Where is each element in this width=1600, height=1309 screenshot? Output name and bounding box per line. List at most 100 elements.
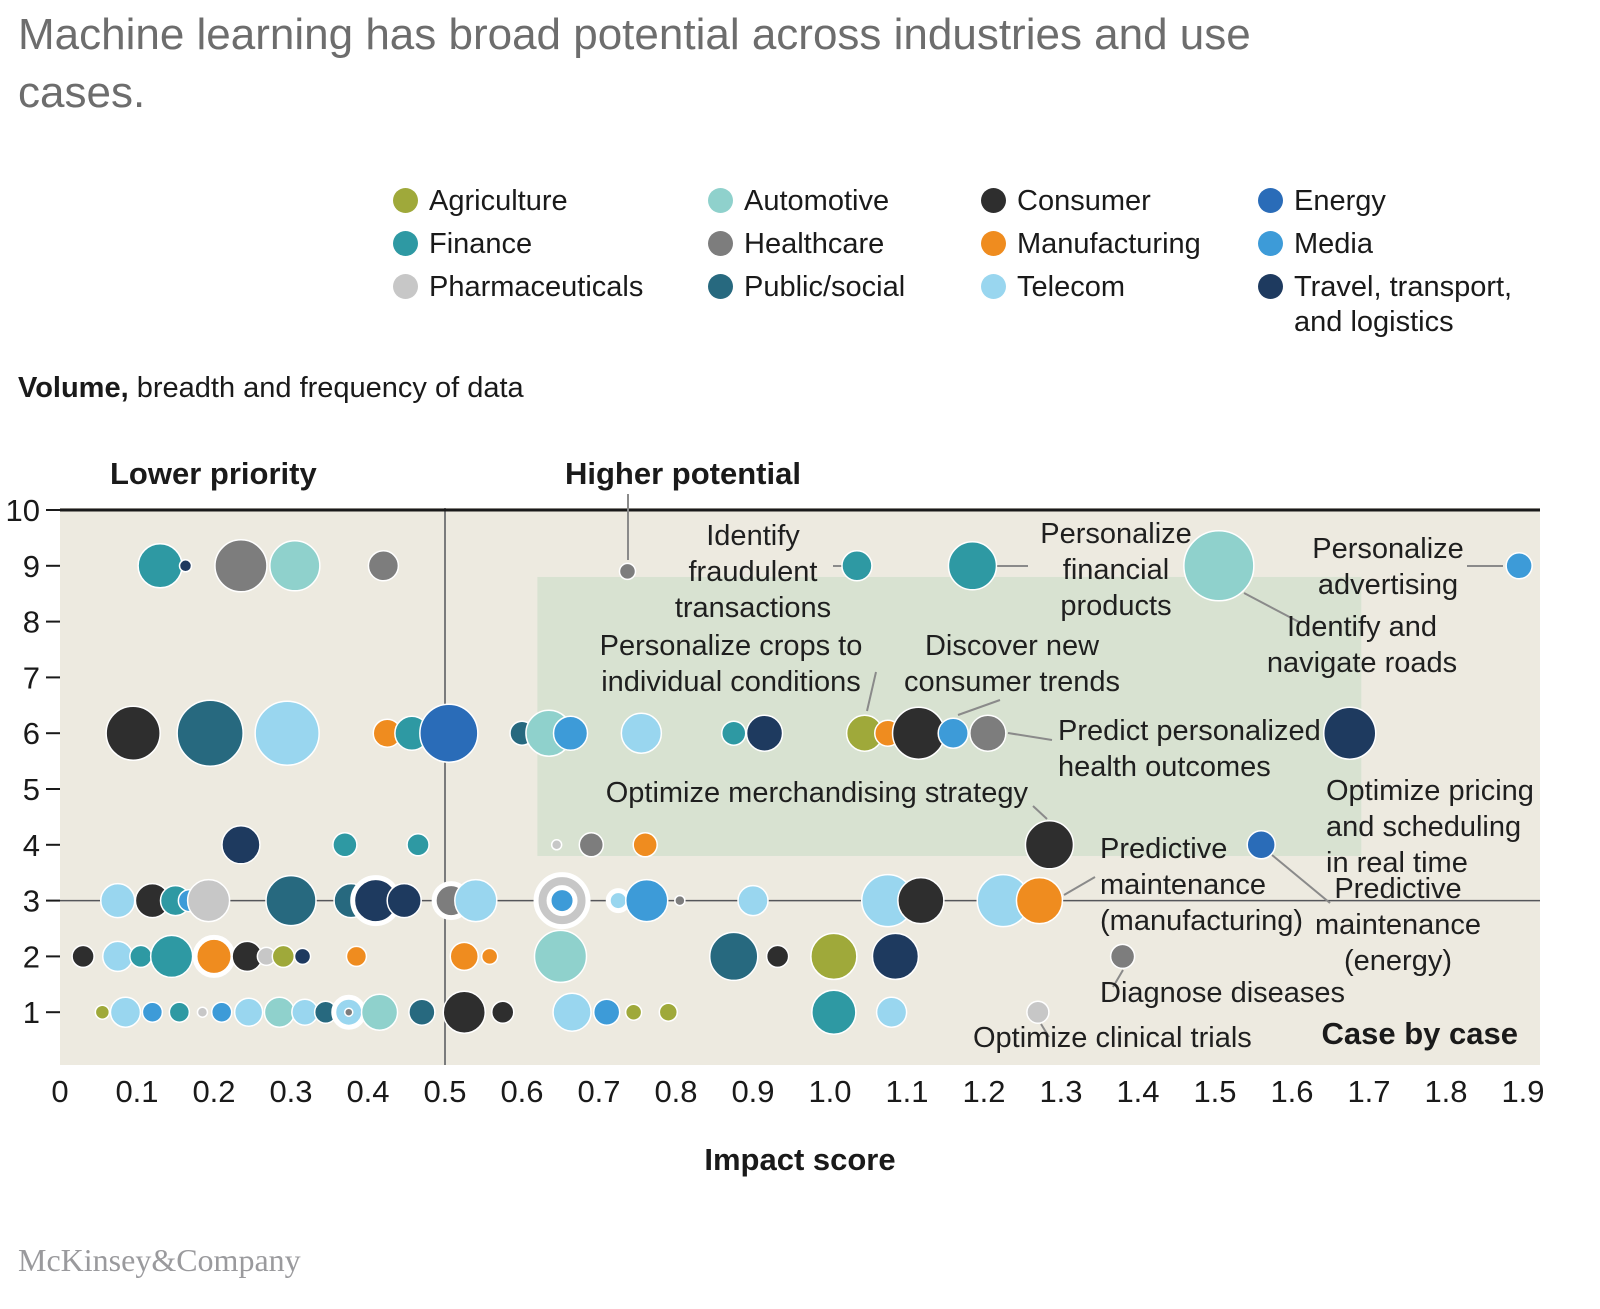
bubble-healthcare <box>344 1007 354 1017</box>
x-tick-label: 1.1 <box>885 1074 928 1109</box>
y-tick-label: 4 <box>23 828 40 863</box>
bubble-energy <box>419 703 479 763</box>
bubble-finance <box>721 720 747 746</box>
bubble-pharmaceuticals <box>1026 1000 1050 1024</box>
bubble-healthcare <box>578 832 605 858</box>
leader-personalize-crops-to-individual-conditions <box>866 671 877 712</box>
x-tick-label: 1.9 <box>1501 1074 1544 1109</box>
bubble-telecom <box>100 882 136 919</box>
legend-item-healthcare: Healthcare <box>708 227 884 262</box>
bubble-healthcare <box>367 550 400 582</box>
y-tick-label: 1 <box>23 995 40 1030</box>
bubble-public_social <box>176 699 244 767</box>
bubble-telecom <box>454 878 498 923</box>
bubble-manufacturing <box>449 941 479 972</box>
bubble-manufacturing <box>632 832 658 858</box>
bubble-media <box>141 1001 164 1023</box>
annotation-personalize-crops-to-individual-conditions: Personalize crops to individual condition… <box>600 630 863 698</box>
bubble-manufacturing <box>345 945 368 968</box>
y-tick-label: 6 <box>23 716 40 751</box>
finance-legend-dot-icon <box>393 231 418 256</box>
legend-label-travel: Travel, transport, and logistics <box>1294 271 1513 339</box>
x-tick-label: 0.8 <box>654 1074 697 1109</box>
x-tick-label: 0.1 <box>115 1074 158 1109</box>
x-tick-label: 0.6 <box>500 1074 543 1109</box>
quadrant-label-case-by-case: Case by case <box>1322 1016 1518 1051</box>
x-tick-label: 0 <box>51 1074 68 1109</box>
bubble-consumer <box>105 705 161 761</box>
bubble-telecom <box>737 884 769 917</box>
y-tick-label: 10 <box>6 493 40 528</box>
legend-label-telecom: Telecom <box>1017 271 1125 303</box>
annotation-optimize-merchandising-strategy: Optimize merchandising strategy <box>606 777 1029 809</box>
legend-label-healthcare: Healthcare <box>744 228 885 260</box>
bubble-telecom <box>233 997 264 1027</box>
bubble-travel <box>871 932 920 981</box>
leader-optimize-merchandising-strategy <box>1032 805 1048 820</box>
bubble-consumer <box>897 876 945 925</box>
bubble-pharmaceuticals <box>186 878 231 923</box>
legend-label-pharmaceuticals: Pharmaceuticals <box>429 271 644 303</box>
x-tick-label: 1.6 <box>1270 1074 1313 1109</box>
bubble-energy <box>1246 830 1276 860</box>
bubble-telecom <box>109 996 142 1028</box>
legend-item-telecom: Telecom <box>981 270 1125 305</box>
x-tick-label: 0.5 <box>423 1074 466 1109</box>
x-tick-label: 0.3 <box>269 1074 312 1109</box>
bubble-automotive <box>1183 530 1255 602</box>
y-tick-label: 5 <box>23 772 40 807</box>
bubble-finance <box>129 944 153 969</box>
quadrant-label-higher-potential: Higher potential <box>565 456 801 491</box>
bubble-telecom <box>875 996 908 1028</box>
bubble-consumer <box>891 706 946 760</box>
bubble-finance <box>841 550 873 582</box>
bubble-healthcare <box>1109 943 1136 970</box>
bubble-telecom <box>620 712 663 754</box>
brand-footer: McKinsey&Company <box>18 1242 301 1278</box>
legend-item-energy: Energy <box>1258 184 1386 219</box>
annotation-identify-and-navigate-roads: Identify and navigate roads <box>1267 611 1457 679</box>
bubble-healthcare <box>618 562 637 581</box>
bubble-agriculture <box>810 932 858 981</box>
leader-optimize-clinical-trials <box>1040 1023 1050 1038</box>
bubble-public_social <box>408 998 436 1026</box>
annotation-personalize-financial-products: Personalize financial products <box>1040 518 1192 622</box>
bubble-travel <box>293 947 312 966</box>
bubble-travel <box>386 882 422 919</box>
legend-label-public_social: Public/social <box>744 271 906 303</box>
bubble-telecom <box>102 940 134 973</box>
bubble-pharmaceuticals <box>550 839 563 851</box>
bubble-telecom <box>254 700 320 766</box>
bubble-healthcare <box>969 714 1007 752</box>
y-tick-label: 7 <box>23 660 40 695</box>
x-tick-label: 1.5 <box>1193 1074 1236 1109</box>
leader-predictive-maintenance-energy <box>1271 854 1331 904</box>
public_social-legend-dot-icon <box>708 274 733 299</box>
bubble-automotive <box>269 540 321 592</box>
legend-label-media: Media <box>1294 228 1373 260</box>
x-tick-label: 1.8 <box>1424 1074 1467 1109</box>
bubble-healthcare <box>674 894 686 907</box>
annotation-predictive-maintenance-energy: Predictive maintenance (energy) <box>1315 873 1481 977</box>
x-tick-label: 1.7 <box>1347 1074 1390 1109</box>
legend-item-media: Media <box>1258 227 1373 262</box>
x-tick-label: 1.4 <box>1116 1074 1159 1109</box>
bubble-consumer <box>71 944 95 969</box>
bubble-media <box>624 878 669 923</box>
leader-identify-and-navigate-roads <box>1243 592 1300 623</box>
bubble-agriculture <box>94 1004 111 1020</box>
agriculture-legend-dot-icon <box>393 188 418 213</box>
bubble-media <box>937 717 969 749</box>
legend-item-travel: Travel, transport, and logistics <box>1258 270 1539 341</box>
bubble-finance <box>168 1001 191 1023</box>
y-tick-label: 9 <box>23 549 40 584</box>
annotation-optimize-clinical-trials: Optimize clinical trials <box>973 1022 1252 1054</box>
quadrant-label-lower-priority: Lower priority <box>110 456 317 491</box>
y-tick-label: 2 <box>23 939 40 974</box>
legend-item-finance: Finance <box>393 227 532 262</box>
bubble-finance <box>947 541 998 591</box>
bubble-manufacturing <box>480 947 499 966</box>
bubble-consumer <box>491 1000 515 1024</box>
leader-discover-new-consumer-trends <box>957 699 1001 716</box>
